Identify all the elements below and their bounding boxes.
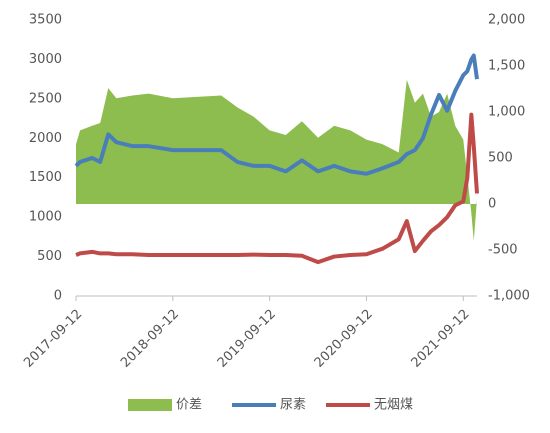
- x-tick-label: 2019-09-12: [215, 307, 279, 371]
- x-tick-label: 2017-09-12: [21, 307, 85, 371]
- y-tick-label: 1000: [29, 210, 62, 225]
- line: [75, 112, 479, 265]
- y-tick-label: 0: [54, 289, 62, 304]
- y2-tick-label: 1,000: [488, 105, 525, 120]
- legend-label: 尿素: [280, 398, 306, 413]
- y-tick-label: 500: [37, 249, 62, 264]
- y2-tick-label: -500: [488, 243, 518, 258]
- legend-label: 价差: [176, 398, 202, 413]
- line: [74, 53, 479, 176]
- y2-tick-label: 0: [488, 197, 496, 212]
- area: [76, 79, 477, 241]
- legend-label: 无烟煤: [374, 398, 413, 413]
- y-tick-label: 3000: [29, 52, 62, 67]
- y2-tick-label: 1,500: [488, 59, 525, 74]
- y2-tick-label: 2,000: [488, 13, 525, 28]
- legend-swatch: [128, 399, 172, 411]
- x-tick-label: 2021-09-12: [409, 307, 473, 371]
- x-tick-label: 2020-09-12: [312, 307, 376, 371]
- y-tick-label: 2000: [29, 131, 62, 146]
- y-tick-label: 3500: [29, 13, 62, 28]
- y-tick-label: 2500: [29, 91, 62, 106]
- y2-tick-label: -1,000: [488, 289, 530, 304]
- y2-tick-label: 500: [488, 151, 513, 166]
- x-tick-label: 2018-09-12: [118, 307, 182, 371]
- y-tick-label: 1500: [29, 170, 62, 185]
